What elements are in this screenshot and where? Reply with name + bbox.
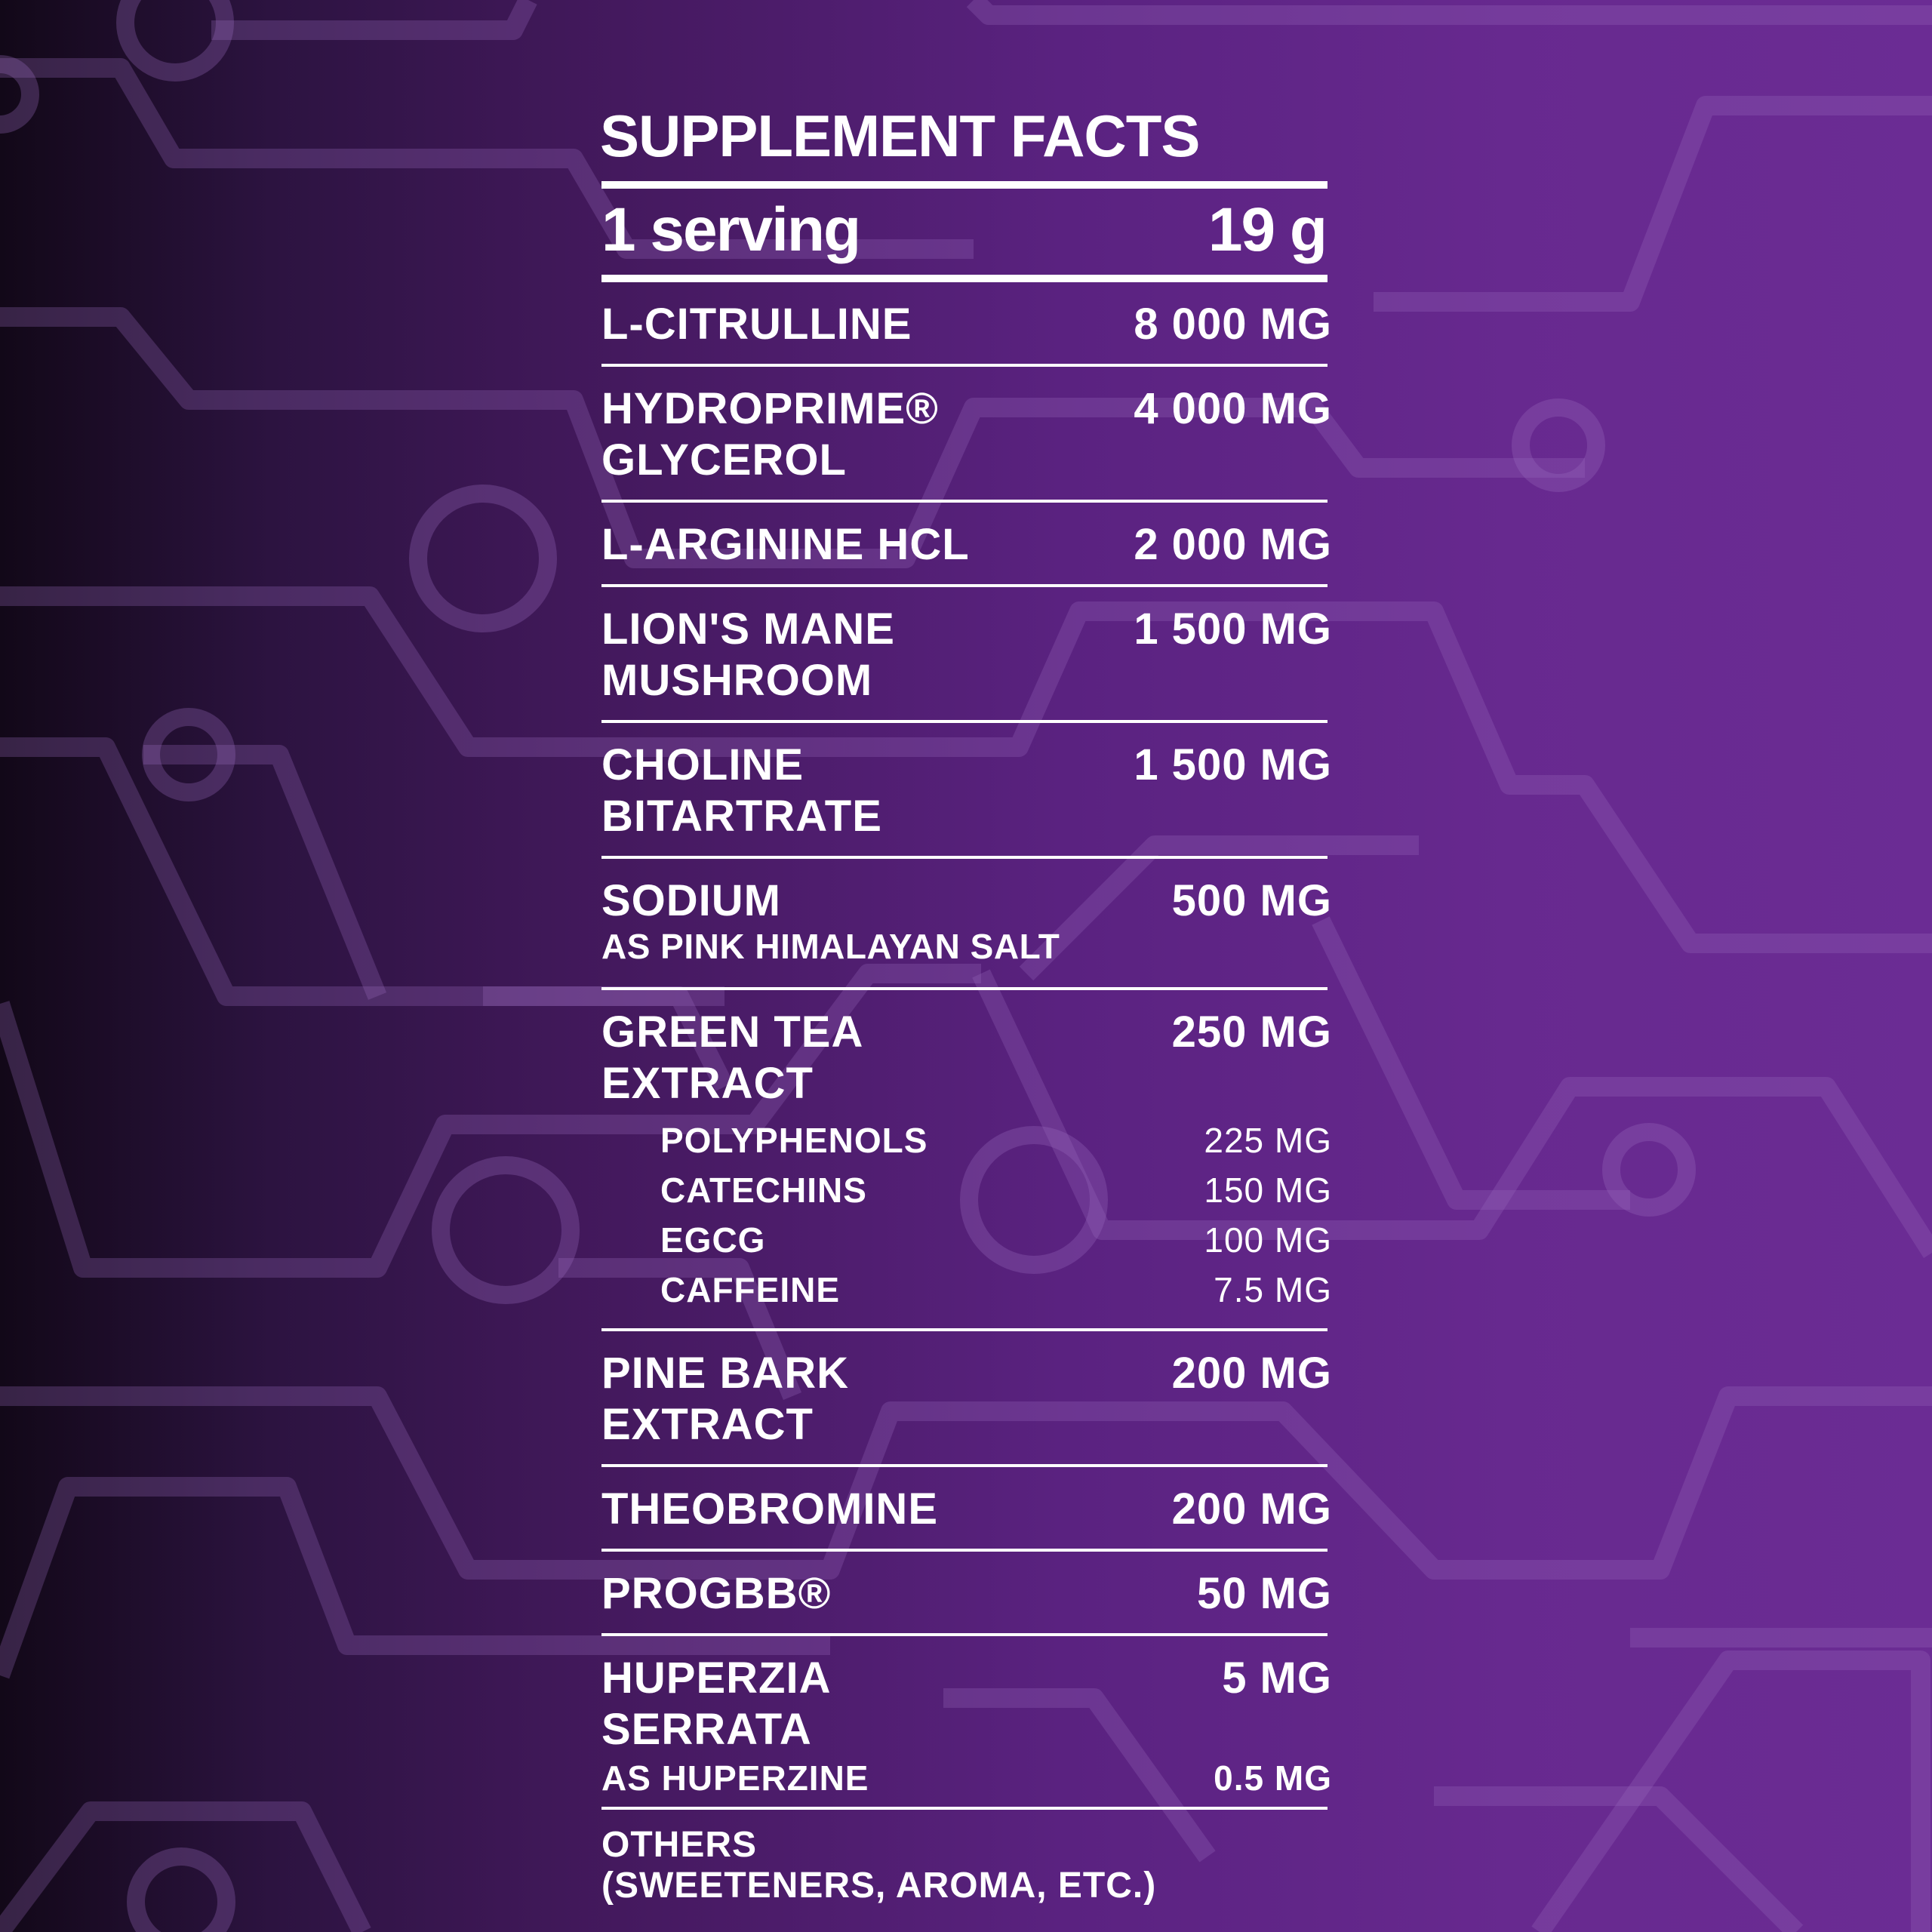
ingredient-amount: 1 500 MG xyxy=(1134,740,1332,789)
component-row-catechins: CATECHINS 150 MG xyxy=(600,1165,1332,1215)
row-separator xyxy=(601,1807,1327,1810)
ingredient-name-line2: BITARTRATE xyxy=(601,792,882,841)
ingredient-note: AS HUPERZINE xyxy=(601,1758,869,1798)
row-separator xyxy=(601,500,1327,503)
component-name: CATECHINS xyxy=(660,1171,867,1210)
component-amount: 100 MG xyxy=(1204,1220,1332,1260)
ingredient-amount: 200 MG xyxy=(1171,1349,1332,1398)
ingredient-amount: 250 MG xyxy=(1171,1008,1332,1057)
others-line2: (SWEETENERS, AROMA, ETC.) xyxy=(601,1866,1157,1906)
ingredient-name-line2: SERRATA xyxy=(601,1705,812,1754)
row-separator xyxy=(601,720,1327,723)
title-rule xyxy=(601,181,1327,189)
component-row-caffeine: CAFFEINE 7.5 MG xyxy=(600,1265,1332,1315)
supplement-facts-panel: SUPPLEMENT FACTS 1 serving 19 g L-CITRUL… xyxy=(600,98,1332,1906)
ingredient-amount: 2 000 MG xyxy=(1134,520,1332,569)
ingredient-name: PINE BARK EXTRACT xyxy=(601,1348,849,1451)
ingredient-row-pine-bark-extract: PINE BARK EXTRACT 200 MG xyxy=(600,1331,1332,1464)
ingredient-amount: 8 000 MG xyxy=(1134,300,1332,349)
row-separator xyxy=(601,1464,1327,1467)
component-amount: 225 MG xyxy=(1204,1121,1332,1160)
ingredient-row-hydroprime-glycerol: HYDROPRIME® GLYCEROL 4 000 MG xyxy=(600,367,1332,500)
ingredient-name-line1: GREEN TEA xyxy=(601,1008,864,1057)
serving-label: 1 serving xyxy=(601,195,861,264)
ingredient-name-line2: EXTRACT xyxy=(601,1400,814,1449)
ingredient-name: THEOBROMINE xyxy=(601,1484,938,1534)
ingredient-amount: 500 MG xyxy=(1171,876,1332,925)
serving-rule xyxy=(601,275,1327,282)
ingredient-name: HYDROPRIME® GLYCEROL xyxy=(601,383,939,486)
serving-size: 19 g xyxy=(1208,195,1327,264)
row-separator xyxy=(601,1633,1327,1636)
ingredient-name: HUPERZIA SERRATA xyxy=(601,1653,831,1755)
ingredient-name: L-CITRULLINE xyxy=(601,300,912,349)
ingredient-amount: 200 MG xyxy=(1171,1484,1332,1534)
component-name: CAFFEINE xyxy=(660,1270,840,1309)
ingredient-amount: 5 MG xyxy=(1222,1654,1332,1703)
ingredient-row-l-citrulline: L-CITRULLINE 8 000 MG xyxy=(600,282,1332,364)
component-name: POLYPHENOLS xyxy=(660,1121,928,1160)
ingredient-name-line2: MUSHROOM xyxy=(601,656,873,705)
others-line1: OTHERS xyxy=(601,1825,758,1865)
ingredient-row-lions-mane: LION'S MANE MUSHROOM 1 500 MG xyxy=(600,587,1332,720)
ingredient-name: SODIUM AS PINK HIMALAYAN SALT xyxy=(601,875,1060,966)
row-separator xyxy=(601,364,1327,367)
ingredient-name-line1: LION'S MANE xyxy=(601,605,895,654)
ingredient-row-huperzia-serrata: HUPERZIA SERRATA 5 MG xyxy=(600,1636,1332,1758)
ingredient-name: GREEN TEA EXTRACT xyxy=(601,1007,863,1109)
ingredient-name-line2: EXTRACT xyxy=(601,1059,814,1108)
row-separator xyxy=(601,584,1327,587)
ingredient-name: PROGBB® xyxy=(601,1569,832,1618)
row-separator xyxy=(601,987,1327,990)
ingredient-row-sodium: SODIUM AS PINK HIMALAYAN SALT 500 MG xyxy=(600,859,1332,987)
ingredient-note-amount: 0.5 MG xyxy=(1214,1758,1332,1798)
ingredient-row-l-arginine-hcl: L-ARGININE HCL 2 000 MG xyxy=(600,503,1332,584)
ingredient-note: AS PINK HIMALAYAN SALT xyxy=(601,927,1060,966)
row-separator xyxy=(601,856,1327,859)
green-tea-components: POLYPHENOLS 225 MG CATECHINS 150 MG EGCG… xyxy=(600,1109,1332,1328)
component-amount: 150 MG xyxy=(1204,1171,1332,1210)
ingredient-name-line1: PINE BARK xyxy=(601,1349,850,1398)
ingredient-row-theobromine: THEOBROMINE 200 MG xyxy=(600,1467,1332,1549)
ingredient-name: CHOLINE BITARTRATE xyxy=(601,740,882,842)
ingredient-name-line1: HYDROPRIME® xyxy=(601,384,939,433)
component-row-egcg: EGCG 100 MG xyxy=(600,1215,1332,1265)
ingredient-name-line2: GLYCEROL xyxy=(601,435,847,485)
serving-row: 1 serving 19 g xyxy=(600,189,1332,272)
ingredient-amount: 4 000 MG xyxy=(1134,384,1332,433)
ingredient-amount: 50 MG xyxy=(1196,1569,1332,1618)
huperzine-note-row: AS HUPERZINE 0.5 MG xyxy=(600,1758,1332,1807)
component-name: EGCG xyxy=(660,1220,766,1260)
others-note: OTHERS (SWEETENERS, AROMA, ETC.) xyxy=(600,1810,1332,1906)
ingredient-row-choline-bitartrate: CHOLINE BITARTRATE 1 500 MG xyxy=(600,723,1332,856)
ingredient-row-green-tea-extract: GREEN TEA EXTRACT 250 MG xyxy=(600,990,1332,1109)
panel-title: SUPPLEMENT FACTS xyxy=(600,103,1200,169)
ingredient-name: LION'S MANE MUSHROOM xyxy=(601,604,895,706)
ingredient-row-progbb: PROGBB® 50 MG xyxy=(600,1552,1332,1633)
component-row-polyphenols: POLYPHENOLS 225 MG xyxy=(600,1115,1332,1165)
row-separator xyxy=(601,1328,1327,1331)
ingredient-name-line1: SODIUM xyxy=(601,876,781,925)
ingredient-name-line1: CHOLINE xyxy=(601,740,804,789)
ingredient-amount: 1 500 MG xyxy=(1134,605,1332,654)
component-amount: 7.5 MG xyxy=(1214,1270,1332,1309)
ingredient-name: L-ARGININE HCL xyxy=(601,520,970,569)
ingredient-name-line1: HUPERZIA xyxy=(601,1654,832,1703)
row-separator xyxy=(601,1549,1327,1552)
